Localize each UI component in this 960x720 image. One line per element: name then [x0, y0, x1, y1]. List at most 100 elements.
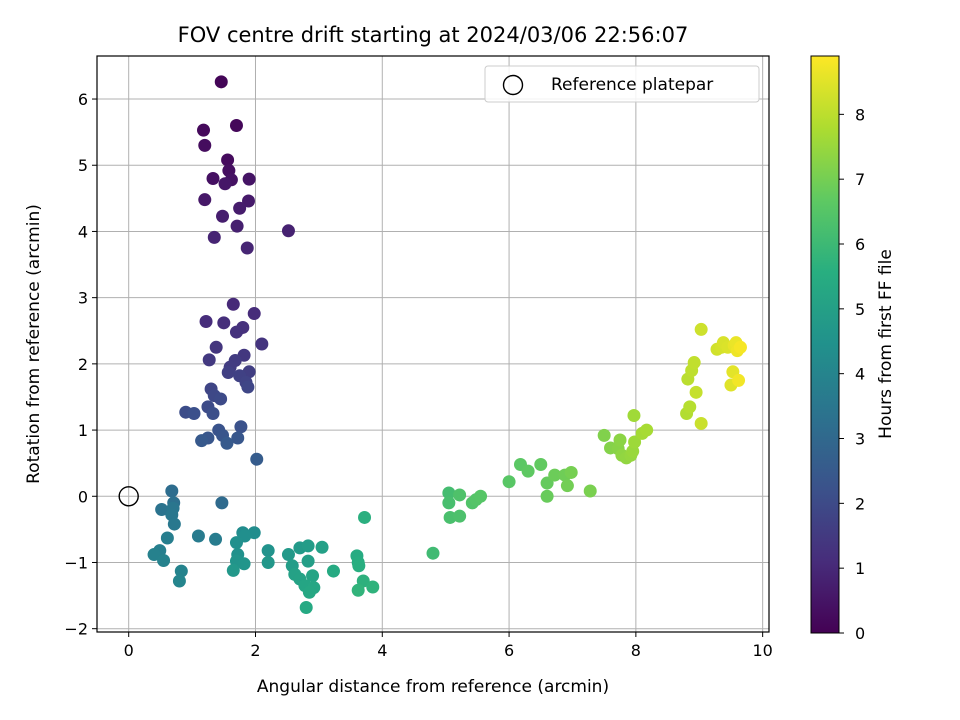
reference-platepar-marker	[118, 486, 139, 507]
data-point	[564, 465, 578, 479]
x-tick-label: 0	[124, 641, 134, 660]
colorbar-ticks: 0 1 2 3 4 5 6 7 8	[839, 105, 865, 643]
data-point	[206, 407, 220, 421]
data-point	[453, 509, 467, 523]
legend-reference-marker	[502, 74, 524, 96]
colorbar-tick-label: 5	[855, 300, 865, 319]
data-point	[206, 171, 220, 185]
data-point	[687, 356, 701, 370]
data-point	[167, 517, 181, 531]
plot-frame	[96, 55, 770, 633]
data-point	[187, 407, 201, 421]
data-point	[197, 123, 211, 137]
data-point	[540, 489, 554, 503]
data-point	[220, 436, 234, 450]
y-tick-label: 6	[78, 90, 88, 109]
legend: Reference platepar	[484, 65, 760, 103]
reference-marker	[118, 486, 139, 507]
y-tick-label: 3	[78, 289, 88, 308]
data-point	[255, 337, 269, 351]
colorbar-tick-label: 0	[855, 624, 865, 643]
data-point	[733, 340, 747, 354]
data-point	[237, 557, 251, 571]
data-point	[242, 172, 256, 186]
data-point	[597, 428, 611, 442]
y-tick-label: −2	[64, 620, 88, 639]
data-point	[214, 392, 228, 406]
data-point	[240, 241, 254, 255]
data-point	[640, 423, 654, 437]
data-point	[155, 503, 169, 517]
y-tick-label: −1	[64, 553, 88, 572]
data-point	[683, 400, 697, 414]
x-tick-label: 2	[250, 641, 260, 660]
data-point	[174, 564, 188, 578]
data-point	[198, 138, 212, 152]
data-point	[229, 536, 243, 550]
data-point	[281, 548, 295, 562]
data-point	[326, 564, 340, 578]
data-point	[261, 544, 275, 558]
data-point	[221, 153, 235, 167]
colorbar-tick-label: 6	[855, 235, 865, 254]
x-tick-label: 4	[377, 641, 387, 660]
data-point	[352, 559, 366, 573]
data-point	[216, 209, 230, 223]
data-point	[191, 529, 205, 543]
data-point	[521, 464, 535, 478]
colorbar-tick-label: 1	[855, 559, 865, 578]
y-tick-label: 2	[78, 355, 88, 374]
colorbar-tick-label: 2	[855, 494, 865, 513]
data-point	[165, 484, 179, 498]
data-point	[366, 580, 380, 594]
data-point	[426, 546, 440, 560]
data-point	[229, 325, 243, 339]
data-point	[627, 409, 641, 423]
y-tick-label: 5	[78, 156, 88, 175]
x-tick-label: 6	[504, 641, 514, 660]
data-point	[443, 510, 457, 524]
data-point	[560, 479, 574, 493]
data-point	[242, 194, 256, 208]
data-point	[694, 322, 708, 336]
data-point	[613, 433, 627, 447]
data-point	[147, 548, 161, 562]
y-tick-label: 0	[78, 487, 88, 506]
data-points	[147, 75, 747, 615]
data-point	[301, 554, 315, 568]
data-point	[229, 119, 243, 133]
data-point	[241, 380, 255, 394]
colorbar-tick-label: 8	[855, 105, 865, 124]
data-point	[209, 340, 223, 354]
colorbar-tick-label: 4	[855, 365, 865, 384]
y-tick-label: 4	[78, 222, 88, 241]
colorbar-tick-label: 7	[855, 170, 865, 189]
data-point	[689, 385, 703, 399]
data-point	[221, 365, 235, 379]
data-point	[226, 563, 240, 577]
data-point	[247, 307, 261, 321]
x-tick-label: 10	[752, 641, 772, 660]
chart-title: FOV centre drift starting at 2024/03/06 …	[178, 23, 689, 47]
data-point	[250, 452, 264, 466]
data-point	[628, 435, 642, 449]
data-point	[261, 555, 275, 569]
data-point	[234, 420, 248, 434]
data-point	[474, 489, 488, 503]
data-point	[583, 484, 597, 498]
x-axis-ticks: 0 2 4 6 8 10	[124, 632, 773, 660]
data-point	[157, 553, 171, 567]
data-point	[195, 434, 209, 448]
data-point	[301, 539, 315, 553]
data-point	[315, 540, 329, 554]
data-point	[226, 297, 240, 311]
data-point	[548, 468, 562, 482]
data-point	[306, 569, 320, 583]
data-point	[442, 496, 456, 510]
data-point	[732, 373, 746, 387]
colorbar-tick-label: 3	[855, 430, 865, 449]
data-point	[534, 457, 548, 471]
data-point	[172, 574, 186, 588]
x-axis-label: Angular distance from reference (arcmin)	[257, 677, 609, 697]
data-point	[230, 219, 244, 233]
